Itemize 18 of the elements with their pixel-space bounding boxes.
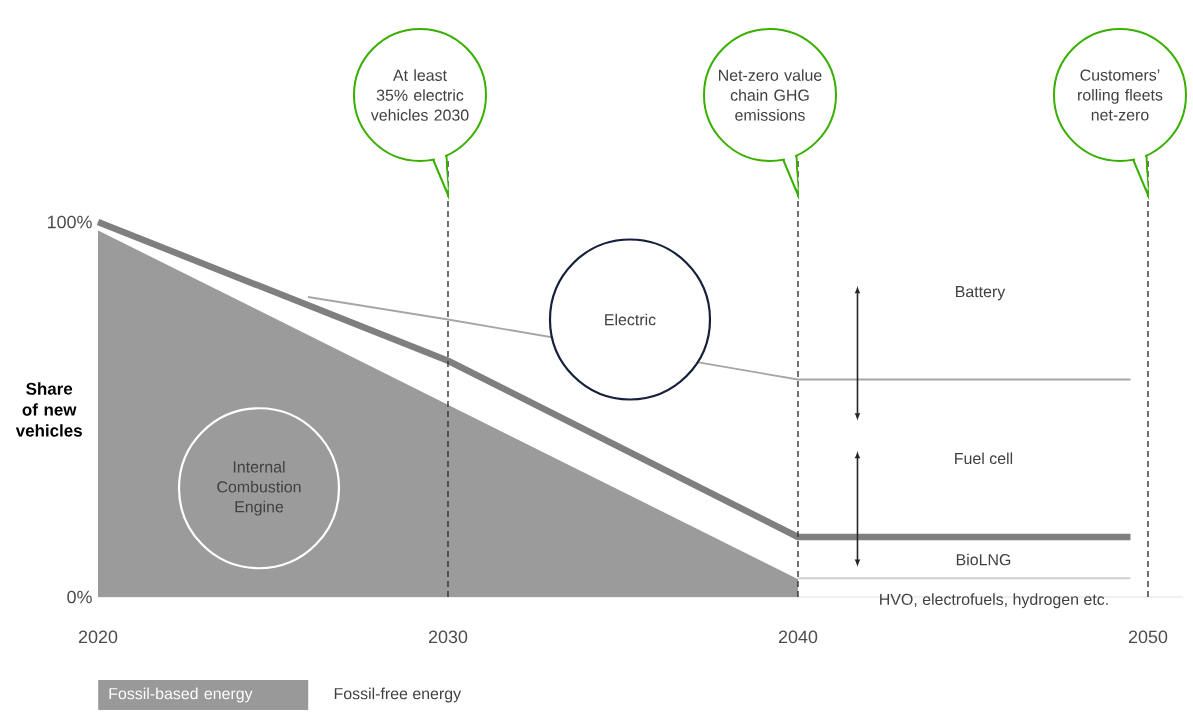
x-tick-label: 2030: [428, 630, 468, 644]
y-tick-label: 100%: [47, 215, 92, 229]
y-tick-label: 0%: [67, 590, 92, 604]
x-tick-label: 2020: [78, 630, 118, 644]
annotation: HVO, electrofuels, hydrogen etc.: [880, 593, 1108, 609]
text: Fossil-free energy: [334, 687, 462, 703]
annotation: Electric: [605, 313, 656, 326]
ref-line-label: At least 35% electric vehicles 2030: [370, 69, 469, 121]
annotation: BioLNG: [956, 553, 1011, 566]
annotation: Battery: [956, 286, 1006, 301]
annotation: Internal Combustion Engine: [217, 460, 301, 516]
y-axis-title: Share of new vehicles: [15, 382, 82, 437]
ref-line-label: Net-zero value chain GHG emissions: [719, 69, 822, 121]
annotation: Fuel cell: [955, 452, 1013, 465]
text: Fossil-based energy: [109, 687, 253, 703]
x-tick-label: 2040: [778, 630, 818, 644]
x-tick-label: 2050: [1128, 630, 1168, 644]
ref-line-label: Customers’ rolling fleets net-zero: [1078, 69, 1163, 121]
